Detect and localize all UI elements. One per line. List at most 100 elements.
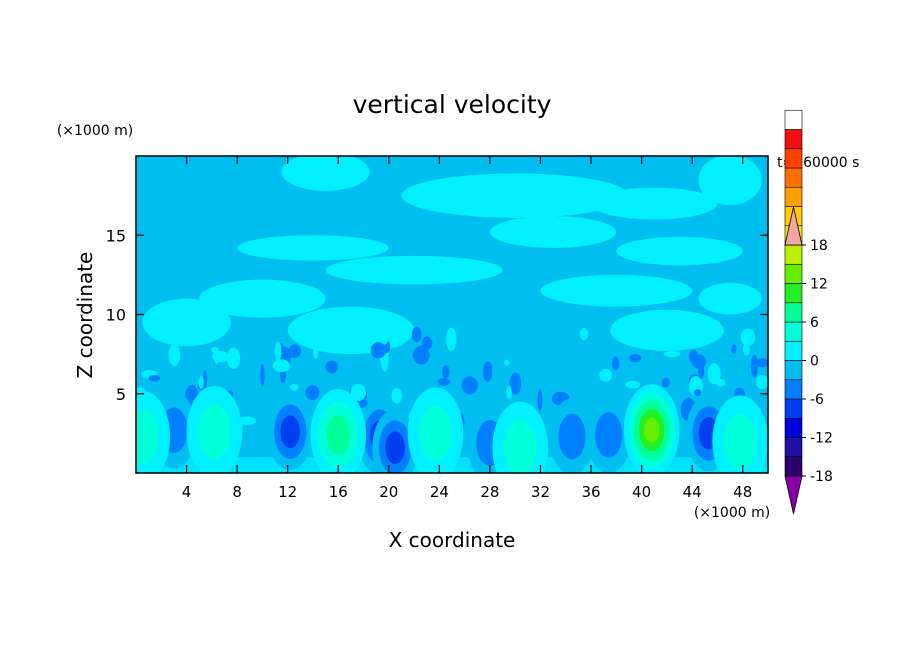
field-blob bbox=[691, 354, 707, 369]
field-blob bbox=[198, 375, 204, 389]
positive-band bbox=[401, 173, 629, 218]
x-tick-label: 8 bbox=[232, 483, 242, 501]
x-tick-label: 16 bbox=[329, 483, 348, 501]
x-axis-label: X coordinate bbox=[389, 528, 516, 552]
y-tick-label: 15 bbox=[106, 226, 126, 245]
positive-band bbox=[199, 279, 326, 318]
colorbar-bin bbox=[784, 186, 803, 207]
x-tick-label: 20 bbox=[379, 483, 398, 501]
colorbar-extend-high bbox=[784, 206, 803, 246]
colorbar-label: -12 bbox=[810, 431, 833, 447]
colorbar-bin bbox=[784, 167, 803, 188]
positive-band bbox=[325, 255, 503, 285]
field-blob bbox=[211, 351, 230, 363]
field-blob bbox=[629, 353, 642, 363]
field-blob bbox=[370, 342, 386, 359]
field-blob bbox=[350, 383, 367, 401]
field-blob bbox=[461, 376, 479, 395]
field-blob bbox=[260, 363, 265, 387]
positive-band bbox=[489, 216, 617, 248]
field-blob bbox=[509, 372, 522, 395]
field-blob bbox=[412, 345, 430, 365]
y-tick-label: 10 bbox=[106, 306, 126, 325]
field-blob bbox=[715, 378, 726, 387]
field-blob bbox=[755, 358, 768, 368]
colorbar-bin bbox=[784, 360, 803, 381]
colorbar-bin bbox=[784, 263, 803, 284]
field-blob bbox=[305, 385, 320, 401]
colorbar-bin bbox=[784, 244, 803, 265]
updraft-core bbox=[326, 415, 351, 455]
field-blob bbox=[707, 363, 721, 385]
field-blob bbox=[506, 385, 512, 400]
colorbar-label: 18 bbox=[810, 238, 828, 254]
field-blob bbox=[579, 327, 589, 341]
field-blob bbox=[421, 336, 433, 350]
field-blob bbox=[313, 343, 319, 359]
colorbar-extend-low bbox=[784, 475, 803, 515]
downdraft-core bbox=[280, 415, 300, 449]
x-tick-label: 28 bbox=[480, 483, 499, 501]
updraft-core bbox=[418, 405, 453, 461]
downdraft-core bbox=[558, 413, 586, 460]
field-blob bbox=[742, 343, 751, 356]
updraft-core bbox=[197, 404, 232, 460]
updraft-core bbox=[723, 413, 757, 469]
field-blob bbox=[274, 341, 282, 361]
colorbar-bin bbox=[784, 283, 803, 304]
field-blob bbox=[625, 380, 641, 389]
colorbar-label: 6 bbox=[810, 315, 819, 331]
field-blob bbox=[272, 359, 290, 373]
colorbar-bin bbox=[784, 148, 803, 169]
field-blob bbox=[693, 389, 702, 397]
field-blob bbox=[238, 416, 257, 425]
y-tick-label: 5 bbox=[116, 385, 126, 404]
positive-band bbox=[142, 298, 231, 347]
y-axis-label: Z coordinate bbox=[73, 252, 97, 379]
x-tick-label: 44 bbox=[683, 483, 702, 501]
colorbar-bin bbox=[784, 321, 803, 342]
x-unit-label: (×1000 m) bbox=[694, 505, 770, 521]
field-blob bbox=[442, 365, 450, 380]
field-blob bbox=[325, 360, 339, 374]
x-tick-label: 32 bbox=[531, 483, 550, 501]
positive-band bbox=[616, 236, 743, 266]
colorbar-bin bbox=[784, 109, 803, 130]
positive-band bbox=[591, 187, 718, 220]
colorbar-label: 0 bbox=[810, 354, 819, 370]
colorbar: 18 12 6 0 -6 -12 -18 bbox=[784, 109, 833, 515]
positive-band bbox=[610, 309, 724, 351]
field-blob bbox=[750, 354, 759, 378]
downdraft-core bbox=[595, 412, 623, 458]
colorbar-label: -6 bbox=[810, 392, 824, 408]
colorbar-bin bbox=[784, 129, 803, 150]
y-unit-label: (×1000 m) bbox=[57, 123, 133, 139]
field-blob bbox=[612, 356, 620, 371]
field-blob bbox=[226, 347, 241, 370]
x-tick-label: 4 bbox=[182, 483, 192, 501]
colorbar-label: -18 bbox=[810, 469, 833, 485]
field-blob bbox=[503, 359, 510, 366]
field-blob bbox=[391, 388, 402, 404]
field-blob bbox=[288, 344, 302, 359]
field-blob bbox=[599, 368, 612, 382]
x-tick-label: 40 bbox=[632, 483, 651, 501]
field-blob bbox=[662, 377, 670, 388]
field-blob bbox=[482, 361, 493, 382]
field-blob bbox=[321, 326, 328, 345]
colorbar-bin bbox=[784, 417, 803, 438]
chart-title: vertical velocity bbox=[353, 90, 552, 119]
field-blob bbox=[663, 350, 681, 358]
positive-band bbox=[287, 306, 415, 355]
field-blob bbox=[168, 343, 181, 367]
colorbar-bin bbox=[784, 340, 803, 361]
positive-band bbox=[281, 156, 370, 191]
field-blob bbox=[437, 377, 451, 386]
x-tick-label: 12 bbox=[278, 483, 297, 501]
field-blob bbox=[411, 326, 422, 343]
x-tick-label: 48 bbox=[733, 483, 752, 501]
colorbar-bin bbox=[784, 456, 803, 477]
field-blob bbox=[731, 344, 737, 355]
updraft-core bbox=[644, 417, 660, 443]
